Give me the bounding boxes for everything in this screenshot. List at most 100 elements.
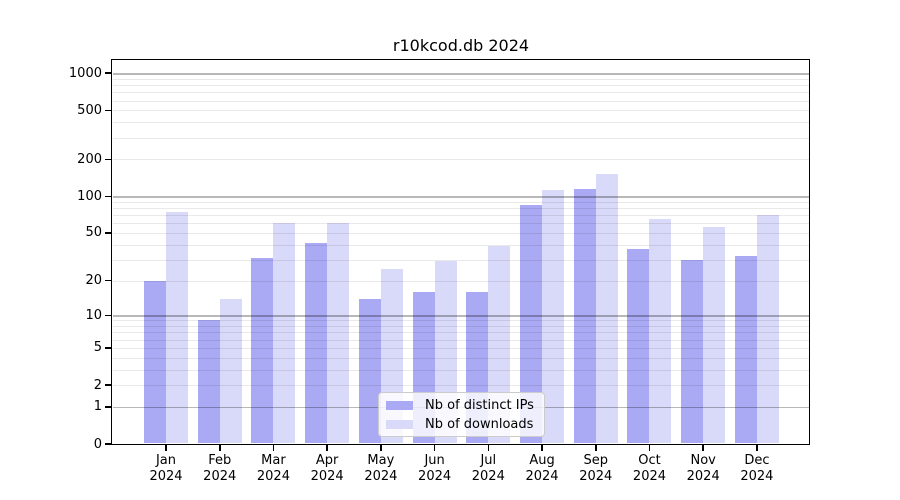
x-tick-apr: [326, 445, 328, 451]
bar-downloads-sep: [595, 174, 618, 443]
bar-downloads-nov: [703, 227, 726, 443]
bar-distinct-ips-dec: [734, 256, 757, 443]
chart-title: r10kcod.db 2024: [392, 36, 530, 55]
y-tick-label-200: 200: [77, 151, 102, 167]
x-tick-label-jul: Jul 2024: [471, 453, 505, 484]
y-tick-label-50: 50: [85, 225, 102, 241]
x-tick-label-nov: Nov 2024: [686, 453, 720, 484]
legend: Nb of distinct IPs Nb of downloads: [378, 392, 545, 437]
gridline-200: [113, 159, 809, 161]
x-tick-sep: [594, 445, 597, 451]
gridline-1000: [113, 73, 809, 75]
bar-downloads-jan: [166, 211, 188, 443]
bar-distinct-ips-feb: [197, 320, 220, 443]
legend-swatch-downloads: [386, 419, 413, 429]
legend-label-downloads: Nb of downloads: [425, 416, 534, 432]
bar-downloads-oct: [649, 219, 672, 443]
y-tick-0: [105, 443, 111, 445]
bar-distinct-ips-aug: [520, 204, 543, 443]
bar-distinct-ips-mar: [251, 258, 274, 443]
gridline-3: [113, 369, 809, 371]
x-tick-oct: [648, 445, 651, 451]
x-tick-may: [380, 445, 382, 451]
x-tick-label-aug: Aug 2024: [525, 453, 559, 484]
x-tick-nov: [702, 445, 704, 451]
legend-item-downloads: Nb of downloads: [386, 417, 537, 432]
x-tick-label-jan: Jan 2024: [149, 453, 183, 484]
gridline-90: [113, 201, 809, 203]
y-tick-100: [105, 195, 111, 198]
gridline-800: [113, 85, 809, 87]
gridline-80: [113, 208, 809, 210]
gridline-9: [113, 320, 809, 322]
gridline-30: [113, 259, 809, 261]
y-tick-label-100: 100: [77, 188, 102, 204]
y-tick-20: [105, 279, 111, 282]
gridline-100: [113, 196, 809, 198]
x-tick-label-jun: Jun 2024: [418, 453, 452, 484]
x-tick-label-mar: Mar 2024: [256, 453, 290, 484]
y-tick-50: [105, 232, 111, 234]
y-tick-label-2: 2: [93, 377, 102, 393]
gridline-20: [113, 280, 809, 282]
x-tick-jul: [487, 445, 490, 451]
gridline-700: [113, 92, 809, 94]
bar-downloads-aug: [542, 189, 565, 443]
y-tick-1: [105, 406, 111, 408]
gridline-4: [113, 357, 809, 359]
y-tick-200: [105, 158, 111, 161]
y-tick-label-10: 10: [85, 307, 102, 323]
bar-distinct-ips-apr: [305, 243, 328, 443]
gridline-8: [113, 326, 809, 328]
x-tick-aug: [541, 445, 543, 451]
bar-downloads-dec: [756, 215, 779, 443]
x-tick-label-oct: Oct 2024: [632, 453, 667, 484]
gridline-70: [113, 215, 809, 217]
gridline-40: [113, 244, 809, 246]
y-tick-label-0: 0: [93, 436, 102, 452]
bar-distinct-ips-nov: [681, 259, 704, 443]
y-tick-label-5: 5: [93, 340, 102, 356]
y-tick-10: [105, 314, 111, 317]
gridline-5: [113, 347, 809, 349]
bar-downloads-mar: [273, 222, 296, 443]
y-tick-label-1000: 1000: [68, 65, 102, 81]
y-tick-label-20: 20: [85, 273, 102, 289]
x-tick-jan: [165, 445, 167, 451]
gridline-400: [113, 122, 809, 124]
y-tick-2: [105, 384, 111, 386]
gridline-2: [113, 385, 809, 387]
x-tick-mar: [272, 445, 275, 451]
y-tick-5: [105, 347, 111, 349]
legend-swatch-distinct-ips: [386, 400, 413, 410]
gridline-10: [113, 315, 809, 317]
gridline-300: [113, 137, 809, 139]
gridline-500: [113, 110, 809, 112]
bar-distinct-ips-sep: [573, 188, 596, 443]
gridline-900: [113, 78, 809, 80]
bar-downloads-apr: [327, 223, 350, 443]
y-tick-label-1: 1: [93, 399, 102, 415]
x-tick-label-feb: Feb 2024: [203, 453, 237, 484]
x-tick-feb: [218, 445, 221, 451]
legend-label-distinct-ips: Nb of distinct IPs: [425, 397, 534, 413]
gridline-7: [113, 332, 809, 334]
y-tick-1000: [105, 72, 111, 75]
x-tick-dec: [756, 445, 758, 451]
gridline-6: [113, 339, 809, 341]
x-tick-label-sep: Sep 2024: [579, 453, 613, 484]
bar-downloads-feb: [219, 298, 242, 443]
gridline-600: [113, 100, 809, 102]
x-tick-jun: [433, 445, 436, 451]
y-tick-label-500: 500: [77, 102, 102, 118]
x-tick-label-apr: Apr 2024: [310, 453, 344, 484]
x-tick-label-may: May 2024: [364, 453, 398, 484]
bar-distinct-ips-oct: [627, 248, 650, 443]
legend-item-distinct-ips: Nb of distinct IPs: [386, 398, 537, 413]
y-tick-500: [105, 109, 111, 112]
gridline-60: [113, 223, 809, 225]
gridline-50: [113, 232, 809, 234]
